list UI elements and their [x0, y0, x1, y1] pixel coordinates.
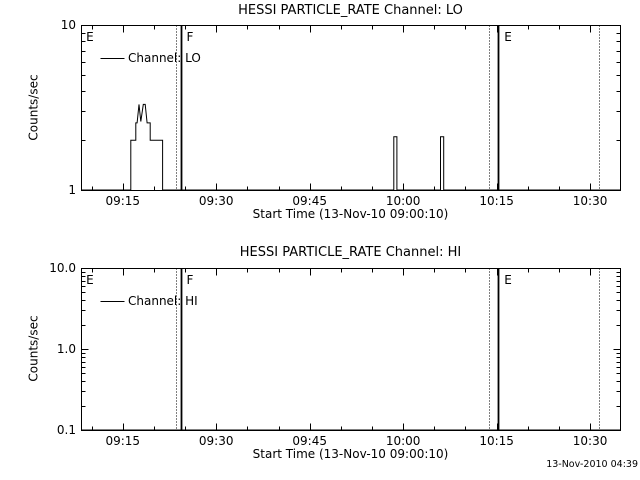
x-tick-label: 09:15 — [105, 194, 140, 208]
x-axis-label-hi: Start Time (13-Nov-10 09:00:10) — [252, 447, 449, 461]
event-label: F — [186, 273, 193, 287]
plot-area-1: 09:15 09:30 09:45 10:00 10:15 10:30 0.1 1.0 10.0… — [49, 261, 621, 448]
x-tick-label: 10:15 — [479, 434, 514, 448]
y-tick-label: 1 — [68, 183, 76, 197]
x-tick-label: 10:00 — [386, 434, 421, 448]
timestamp: 13-Nov-2010 04:39 — [546, 459, 638, 470]
event-label: E — [86, 273, 94, 287]
event-label: F — [186, 30, 193, 44]
x-tick-label: 09:45 — [292, 434, 327, 448]
event-label: E — [504, 30, 512, 44]
event-label: E — [86, 30, 94, 44]
x-axis-label-lo: Start Time (13-Nov-10 09:00:10) — [252, 207, 449, 221]
y-tick-label: 10.0 — [49, 261, 76, 275]
y-axis-label-hi: Counts/sec — [26, 315, 41, 382]
plot-area-0: 09:15 09:30 09:45 10:00 10:15 10:30 1 10 E F E Chan… — [61, 18, 621, 208]
x-tick-label: 09:45 — [292, 194, 327, 208]
x-tick-label: 10:00 — [386, 194, 421, 208]
x-tick-label: 09:15 — [105, 434, 140, 448]
plot-frame — [81, 268, 621, 431]
y-tick-label: 0.1 — [57, 423, 76, 437]
event-label: E — [504, 273, 512, 287]
legend-label: Channel: HI — [128, 294, 198, 308]
y-tick-label: 10 — [61, 18, 76, 32]
data-line — [81, 103, 620, 191]
x-tick-label: 10:30 — [573, 434, 608, 448]
chart-title-hi: HESSI PARTICLE_RATE Channel: HI — [239, 245, 462, 260]
x-tick-label: 10:30 — [573, 194, 608, 208]
legend-label: Channel: LO — [128, 51, 201, 65]
y-axis-label-lo: Counts/sec — [26, 74, 41, 141]
y-tick-label: 1.0 — [57, 342, 76, 356]
x-tick-label: 10:15 — [479, 194, 514, 208]
x-tick-label: 09:30 — [199, 194, 234, 208]
x-tick-label: 09:30 — [199, 434, 234, 448]
chart-title-lo: HESSI PARTICLE_RATE Channel: LO — [238, 3, 463, 18]
